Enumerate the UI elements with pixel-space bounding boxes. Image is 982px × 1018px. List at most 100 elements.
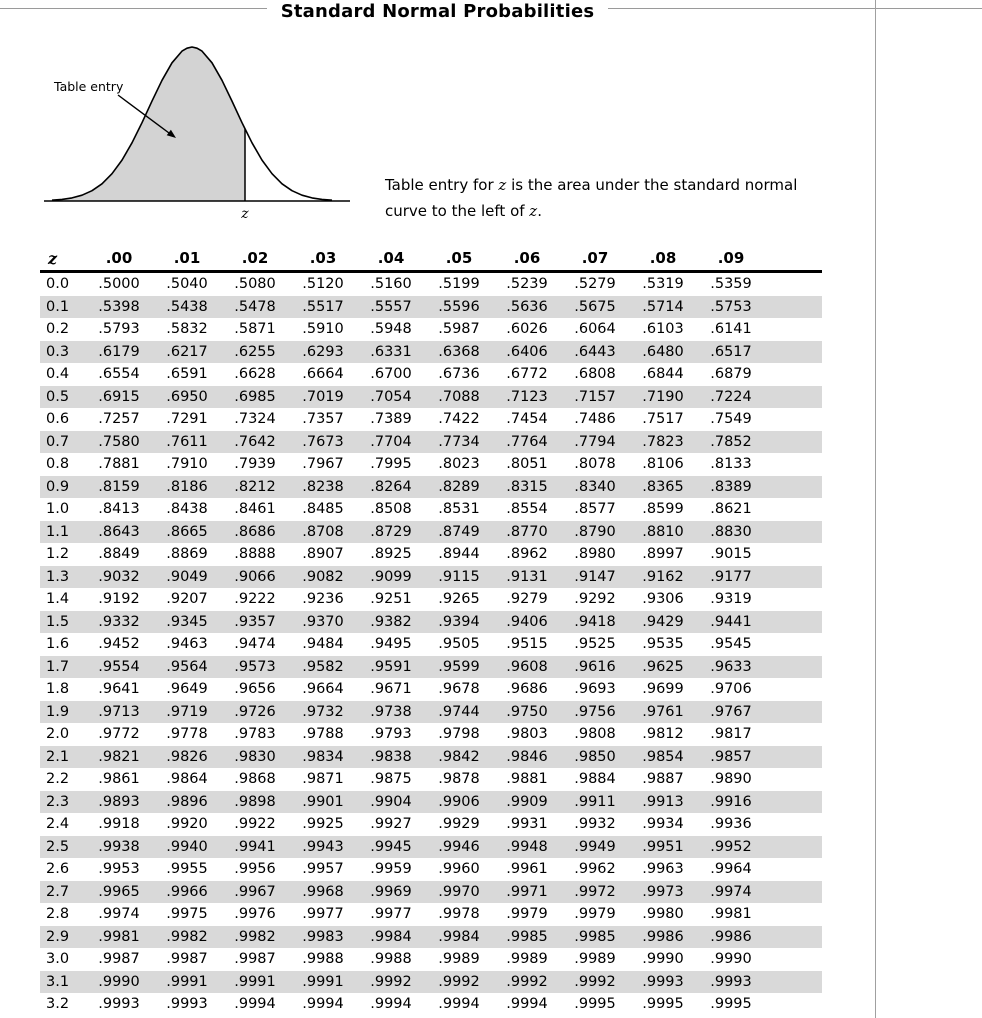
probability-cell: .9793 [370,726,412,743]
probability-cell: .9994 [234,996,276,1013]
row-z-value: 1.1 [46,523,70,540]
probability-cell: .9993 [710,973,752,990]
probability-cell: .8315 [506,478,548,495]
probability-cell: .9982 [234,928,276,945]
probability-cell: .6331 [370,343,412,360]
probability-cell: .8599 [642,501,684,518]
probability-cell: .9838 [370,748,412,765]
probability-cell: .7673 [302,433,344,450]
probability-cell: .7517 [642,411,684,428]
header-col: .03 [309,249,337,267]
row-z-value: 0.5 [46,388,70,405]
probability-cell: .9890 [710,771,752,788]
probability-cell: .9949 [574,838,616,855]
probability-cell: .9974 [710,883,752,900]
probability-cell: .9978 [438,906,480,923]
probability-cell: .9878 [438,771,480,788]
probability-cell: .8438 [166,501,208,518]
probability-cell: .9936 [710,816,752,833]
probability-cell: .9812 [642,726,684,743]
probability-cell: .9699 [642,681,684,698]
probability-cell: .5478 [234,298,276,315]
probability-cell: .7291 [166,411,208,428]
row-z-value: 1.8 [46,681,70,698]
probability-cell: .6772 [506,366,548,383]
probability-cell: .9875 [370,771,412,788]
probability-cell: .6915 [98,388,140,405]
probability-cell: .9357 [234,613,276,630]
probability-cell: .9979 [574,906,616,923]
probability-cell: .9664 [302,681,344,698]
table-row: 3.0 .9987 .9987 .9987 .9988 .9988 .9989 .9989 .9… [40,948,822,971]
probability-cell: .9826 [166,748,208,765]
probability-cell: .6026 [506,321,548,338]
probability-cell: .9345 [166,613,208,630]
probability-cell: .8888 [234,546,276,563]
row-z-value: 2.9 [46,928,70,945]
probability-cell: .9945 [370,838,412,855]
header-z: z [48,248,58,268]
probability-cell: .7486 [574,411,616,428]
table-row: 2.6 .9953 .9955 .9956 .9957 .9959 .9960 .9961 .9… [40,858,822,881]
probability-cell: .7995 [370,456,412,473]
probability-cell: .7939 [234,456,276,473]
probability-cell: .9985 [574,928,616,945]
probability-cell: .9986 [642,928,684,945]
probability-cell: .9131 [506,568,548,585]
row-z-value: 2.7 [46,883,70,900]
probability-cell: .7454 [506,411,548,428]
row-z-value: 0.4 [46,366,70,383]
probability-cell: .9952 [710,838,752,855]
row-z-value: 0.7 [46,433,70,450]
probability-cell: .9744 [438,703,480,720]
row-z-value: 1.6 [46,636,70,653]
probability-cell: .9857 [710,748,752,765]
row-z-value: 0.0 [46,276,70,293]
probability-cell: .5279 [574,276,616,293]
probability-cell: .9236 [302,591,344,608]
table-body: 0.0 .5000 .5040 .5080 .5120 .5160 .5199 .5239 .5… [40,273,822,1016]
probability-cell: .9738 [370,703,412,720]
probability-cell: .6736 [438,366,480,383]
probability-cell: .8365 [642,478,684,495]
curve-outline [51,46,333,201]
probability-cell: .5517 [302,298,344,315]
probability-cell: .7852 [710,433,752,450]
probability-cell: .9066 [234,568,276,585]
probability-cell: .9906 [438,793,480,810]
probability-cell: .7580 [98,433,140,450]
probability-cell: .9713 [98,703,140,720]
probability-cell: .8413 [98,501,140,518]
probability-cell: .8554 [506,501,548,518]
table-row: 0.6 .7257 .7291 .7324 .7357 .7389 .7422 .7454 .7… [40,408,822,431]
table-row: 1.8 .9641 .9649 .9656 .9664 .9671 .9678 .9686 .9… [40,678,822,701]
probability-cell: .8133 [710,456,752,473]
row-z-value: 3.0 [46,951,70,968]
probability-cell: .9633 [710,658,752,675]
probability-cell: .9418 [574,613,616,630]
probability-cell: .8621 [710,501,752,518]
probability-cell: .8665 [166,523,208,540]
probability-cell: .8686 [234,523,276,540]
probability-cell: .8212 [234,478,276,495]
probability-cell: .6141 [710,321,752,338]
probability-cell: .9966 [166,883,208,900]
probability-cell: .9896 [166,793,208,810]
probability-cell: .9474 [234,636,276,653]
probability-cell: .9535 [642,636,684,653]
probability-cell: .6179 [98,343,140,360]
probability-cell: .9990 [710,951,752,968]
probability-cell: .8264 [370,478,412,495]
table-row: 0.3 .6179 .6217 .6255 .6293 .6331 .6368 .6406 .6… [40,340,822,363]
normal-curve-diagram: Table entry z [44,46,350,222]
probability-cell: .9984 [438,928,480,945]
probability-cell: .8389 [710,478,752,495]
probability-cell: .5948 [370,321,412,338]
row-z-value: 0.6 [46,411,70,428]
probability-cell: .9990 [98,973,140,990]
probability-cell: .8749 [438,523,480,540]
row-z-value: 2.0 [46,726,70,743]
probability-cell: .8023 [438,456,480,473]
probability-cell: .5398 [98,298,140,315]
table-row: 0.7 .7580 .7611 .7642 .7673 .7704 .7734 .7764 .7… [40,430,822,453]
